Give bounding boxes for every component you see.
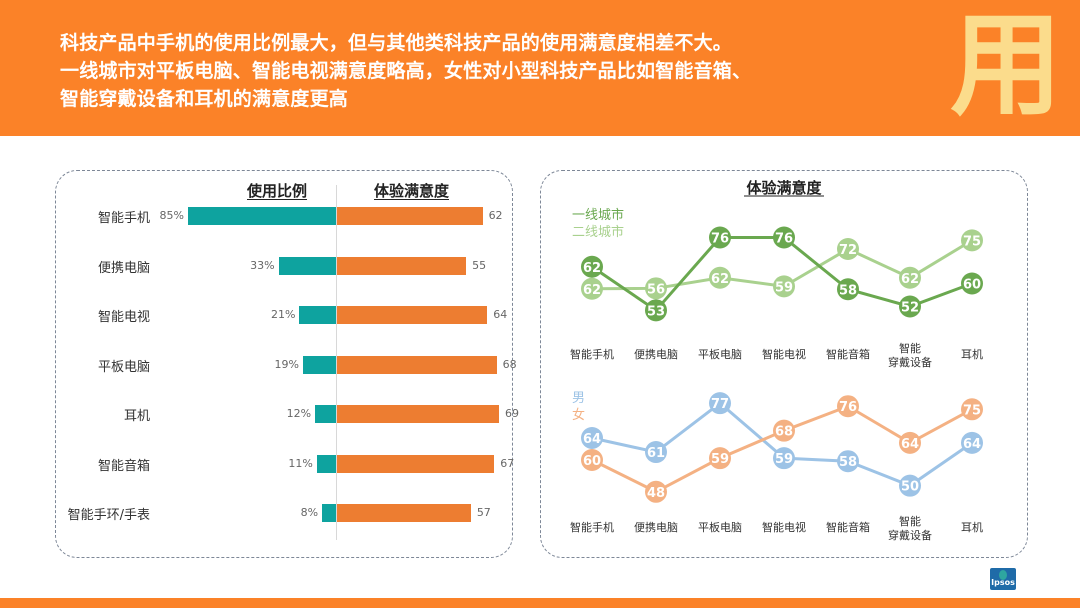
usage-value-label: 21% bbox=[270, 308, 296, 321]
satisfaction-value-label: 68 bbox=[502, 357, 517, 371]
bar-category-label: 便携电脑 bbox=[97, 260, 150, 276]
satisfaction-bar bbox=[337, 306, 488, 324]
usage-bar bbox=[322, 504, 336, 522]
usage-value-label: 19% bbox=[274, 357, 299, 371]
usage-bar bbox=[188, 207, 336, 225]
headline-line-1: 科技产品中手机的使用比例最大，但与其他类科技产品的使用满意度相差不大。 bbox=[60, 32, 733, 54]
decorative-character: 用 bbox=[950, 0, 1062, 131]
satisfaction-bar bbox=[337, 355, 497, 374]
usage-bar bbox=[316, 454, 336, 473]
satisfaction-bar bbox=[337, 405, 499, 423]
usage-value-label: 33% bbox=[250, 258, 275, 272]
satisfaction-value-label: 64 bbox=[493, 308, 508, 321]
bar-category-label: 耳机 bbox=[123, 409, 150, 424]
satisfaction-value-label: 67 bbox=[500, 456, 515, 470]
satisfaction-value-label: 55 bbox=[472, 258, 487, 272]
usage-bar bbox=[302, 355, 336, 374]
satisfaction-value-label: 57 bbox=[476, 506, 491, 519]
satisfaction-bar bbox=[337, 454, 495, 473]
usage-bar bbox=[278, 256, 336, 275]
usage-bar bbox=[315, 405, 336, 423]
bar-category-label: 智能电视 bbox=[97, 310, 150, 325]
bar-category-label: 智能手机 bbox=[97, 211, 150, 226]
usage-value-label: 85% bbox=[159, 209, 184, 222]
satisfaction-value-label: 69 bbox=[505, 407, 519, 420]
usage-value-label: 12% bbox=[286, 407, 312, 420]
ipsos-logo: Ipsos bbox=[990, 568, 1016, 590]
satisfaction-value-label: 62 bbox=[488, 209, 503, 222]
satisfaction-bar bbox=[337, 256, 467, 275]
bar-category-label: 智能手环/手表 bbox=[67, 508, 150, 523]
bar-category-label: 平板电脑 bbox=[97, 359, 150, 375]
header-banner: 科技产品中手机的使用比例最大，但与其他类科技产品的使用满意度相差不大。 一线城市… bbox=[0, 0, 1080, 136]
logo-text: Ipsos bbox=[991, 578, 1015, 587]
footer-bar bbox=[0, 598, 1080, 608]
satisfaction-lines-panel bbox=[540, 170, 1028, 558]
satisfaction-bar bbox=[337, 504, 471, 522]
bar-center-axis bbox=[336, 185, 337, 540]
satisfaction-title: 体验满意度 bbox=[374, 182, 450, 200]
headline-line-3: 智能穿戴设备和耳机的满意度更高 bbox=[60, 88, 349, 110]
usage-value-label: 11% bbox=[288, 456, 313, 470]
logo-drop-icon bbox=[999, 570, 1007, 580]
bar-category-label: 智能音箱 bbox=[97, 458, 150, 474]
satisfaction-bar bbox=[337, 207, 483, 225]
usage-value-label: 8% bbox=[300, 506, 319, 519]
usage-ratio-title: 使用比例 bbox=[247, 182, 308, 200]
usage-bar bbox=[299, 306, 336, 324]
headline-line-2: 一线城市对平板电脑、智能电视满意度略高，女性对小型科技产品比如智能音箱、 bbox=[60, 60, 752, 82]
